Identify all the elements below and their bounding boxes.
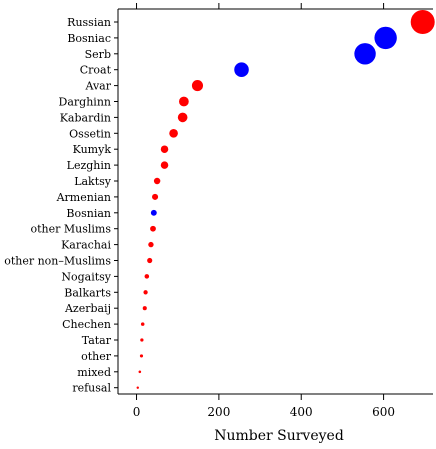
category-label: mixed bbox=[77, 366, 111, 379]
data-point bbox=[374, 26, 397, 50]
data-point bbox=[136, 386, 139, 389]
category-label: Serb bbox=[85, 48, 111, 61]
data-point bbox=[140, 338, 144, 342]
data-point bbox=[138, 370, 142, 374]
category-label: Croat bbox=[80, 64, 112, 77]
x-tick-label: 600 bbox=[372, 405, 395, 419]
data-point bbox=[160, 161, 169, 169]
data-point bbox=[140, 322, 145, 326]
category-label: Laktsy bbox=[74, 175, 112, 188]
category-label: Armenian bbox=[56, 191, 111, 204]
data-point bbox=[410, 10, 435, 34]
category-label: Bosnian bbox=[66, 207, 111, 220]
category-label: refusal bbox=[72, 382, 111, 395]
data-point bbox=[150, 225, 156, 232]
data-point bbox=[150, 209, 157, 216]
category-label: other bbox=[81, 350, 112, 363]
x-tick-label: 200 bbox=[207, 405, 230, 419]
data-point bbox=[152, 193, 159, 200]
category-label: Tatar bbox=[82, 334, 112, 347]
data-point bbox=[147, 257, 153, 264]
data-point bbox=[169, 128, 178, 138]
category-label: Nogaitsy bbox=[61, 270, 111, 283]
data-point bbox=[177, 112, 188, 123]
category-label: Chechen bbox=[62, 318, 111, 331]
data-point bbox=[354, 43, 376, 65]
category-label: Kumyk bbox=[73, 143, 112, 156]
data-point bbox=[179, 96, 189, 107]
category-label: Balkarts bbox=[64, 286, 111, 299]
category-label: other non–Muslims bbox=[4, 255, 111, 268]
data-point bbox=[234, 62, 249, 77]
category-label: Avar bbox=[84, 80, 111, 93]
category-label: Russian bbox=[67, 16, 111, 29]
category-label: Ossetin bbox=[69, 127, 111, 140]
data-point bbox=[139, 354, 144, 358]
x-tick-label: 0 bbox=[133, 405, 141, 419]
category-label: other Muslims bbox=[31, 223, 112, 236]
data-point bbox=[142, 306, 147, 311]
data-point bbox=[148, 241, 154, 248]
x-axis-title: Number Surveyed bbox=[214, 428, 344, 444]
category-label: Lezghin bbox=[67, 159, 111, 172]
category-label: Azerbaij bbox=[64, 302, 111, 315]
data-point bbox=[144, 274, 150, 279]
data-point bbox=[143, 290, 148, 295]
category-label: Karachai bbox=[61, 239, 111, 252]
category-label: Bosniac bbox=[67, 32, 111, 45]
data-point bbox=[153, 177, 161, 185]
category-label: Kabardin bbox=[60, 111, 111, 124]
data-point bbox=[191, 80, 204, 92]
data-point bbox=[160, 145, 169, 153]
x-tick-label: 400 bbox=[290, 405, 313, 419]
category-label: Darghinn bbox=[59, 96, 111, 109]
